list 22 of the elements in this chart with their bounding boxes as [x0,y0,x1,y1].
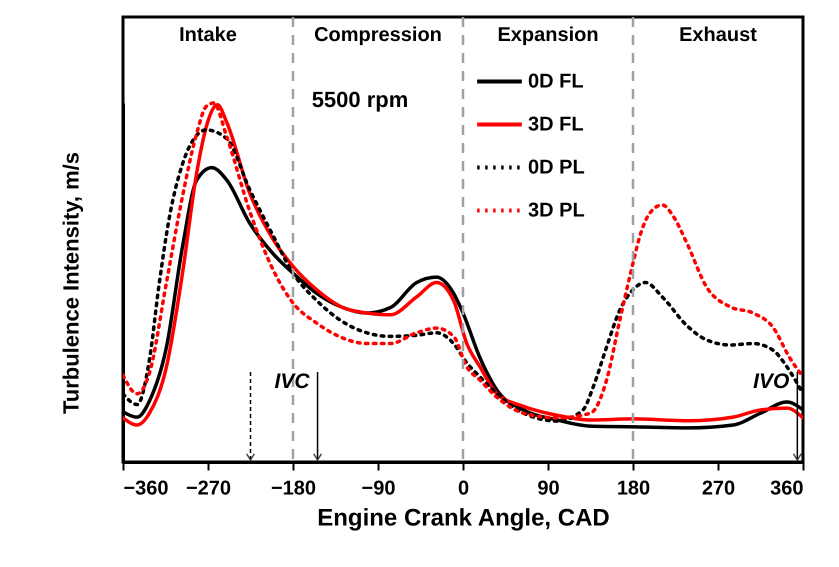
legend-label: 3D FL [528,114,584,136]
x-tick-label: −360 [124,478,169,500]
annotation: 5500 rpm [312,87,408,112]
text: Intake [179,24,237,46]
ref-line-label: IVC [274,370,310,393]
legend-label: 3D PL [528,200,585,222]
legend-label: 0D FL [528,70,584,92]
legend-label: 0D PL [528,156,585,178]
text: Expansion [497,24,599,46]
x-tick-label: 180 [616,478,650,500]
x-tick-label: 360 [770,478,804,500]
ref-line-label: IVO [753,370,790,393]
text: Exhaust [679,24,758,46]
text: Compression [314,24,442,46]
x-tick-label: −270 [186,478,232,500]
x-tick-label: 270 [702,478,736,500]
x-tick-label: 90 [537,478,560,500]
x-tick-label: 0 [458,478,470,500]
x-tick-label: −90 [362,478,396,500]
x-tick-label: −180 [270,478,316,500]
x-axis-title: Engine Crank Angle, CAD [317,504,610,532]
y-axis-title: Turbulence Intensity, m/s [58,152,84,414]
